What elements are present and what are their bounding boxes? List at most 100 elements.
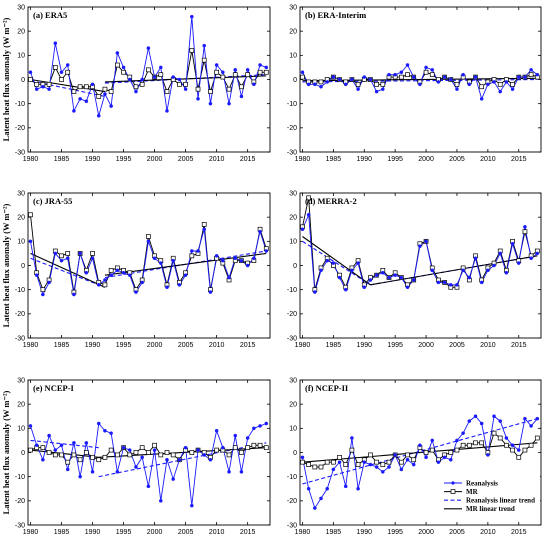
x-tick-label: 2015 xyxy=(511,529,527,536)
reanalysis-point xyxy=(486,82,490,87)
reanalysis-point xyxy=(516,448,521,452)
reanalysis-point xyxy=(252,426,256,431)
reanalysis-point xyxy=(258,229,262,234)
reanalysis-point xyxy=(53,448,58,452)
x-tick-label: 1980 xyxy=(295,342,311,349)
reanalysis-point xyxy=(399,70,404,75)
reanalysis-point xyxy=(350,77,354,82)
x-tick-label: 1985 xyxy=(326,156,342,163)
mr-point xyxy=(28,447,33,453)
y-tick-label: -30 xyxy=(287,335,297,342)
mr-point xyxy=(497,81,503,87)
reanalysis-point xyxy=(516,75,521,79)
reanalysis-point xyxy=(65,467,70,472)
reanalysis-point xyxy=(96,283,101,287)
reanalysis-point xyxy=(264,421,269,426)
mr-point xyxy=(108,447,114,453)
reanalysis-point xyxy=(165,285,169,290)
reanalysis-point xyxy=(467,419,472,423)
mr-point xyxy=(522,229,528,235)
y-tick-label: 20 xyxy=(17,402,25,409)
reanalysis-point xyxy=(245,68,250,72)
mr-point xyxy=(83,450,89,455)
reanalysis-point xyxy=(393,453,397,457)
reanalysis-point xyxy=(41,457,45,462)
mr-point xyxy=(214,447,219,453)
y-tick-label: 20 xyxy=(17,29,25,36)
mr-point xyxy=(77,84,83,90)
mr-point xyxy=(510,447,515,453)
reanalysis-point xyxy=(72,109,76,113)
reanalysis-trend-line xyxy=(30,439,99,449)
mr-point xyxy=(343,462,349,467)
mr-point xyxy=(239,84,244,90)
reanalysis-point xyxy=(510,241,515,246)
reanalysis-point xyxy=(264,65,269,70)
mr-point xyxy=(96,94,102,99)
mr-point xyxy=(466,442,472,448)
reanalysis-point xyxy=(214,63,219,67)
panel-title: (a) ERA5 xyxy=(33,10,67,20)
reanalysis-point xyxy=(28,424,33,428)
x-tick-label: 1985 xyxy=(326,342,342,349)
reanalysis-point xyxy=(34,273,39,277)
reanalysis-point xyxy=(529,68,533,72)
reanalysis-point xyxy=(134,290,138,294)
mr-point xyxy=(108,267,114,273)
reanalysis-point xyxy=(430,68,435,72)
legend-reanalysis-marker xyxy=(451,481,455,485)
reanalysis-point xyxy=(448,457,453,462)
reanalysis-point xyxy=(239,258,244,263)
mr-point xyxy=(59,452,64,458)
reanalysis-point xyxy=(418,443,422,448)
reanalysis-point xyxy=(41,84,45,89)
mr-point xyxy=(77,457,83,463)
panel-title: (f) NCEP-II xyxy=(305,383,349,393)
y-tick-label: 30 xyxy=(289,190,297,197)
reanalysis-point xyxy=(343,287,348,292)
reanalysis-point xyxy=(486,453,490,457)
panel-title: (b) ERA-Interim xyxy=(305,10,366,20)
mr-point xyxy=(479,84,485,90)
plot-frame xyxy=(299,192,542,339)
y-tick-label: 0 xyxy=(21,450,25,457)
reanalysis-point xyxy=(121,270,126,275)
mr-point xyxy=(497,435,503,441)
reanalysis-point xyxy=(393,273,397,277)
mr-point xyxy=(423,450,429,455)
reanalysis-point xyxy=(190,14,194,19)
reanalysis-point xyxy=(59,70,64,75)
reanalysis-point xyxy=(214,428,219,433)
reanalysis-point xyxy=(177,283,182,287)
reanalysis-point xyxy=(115,470,120,474)
reanalysis-point xyxy=(146,239,151,244)
y-tick-label: 30 xyxy=(17,4,25,11)
reanalysis-point xyxy=(516,261,521,265)
reanalysis-point xyxy=(214,254,219,258)
reanalysis-point xyxy=(325,258,329,263)
x-tick-label: 2005 xyxy=(178,156,194,163)
mr-point xyxy=(398,459,404,465)
x-tick-label: 1980 xyxy=(23,529,39,536)
mr-point xyxy=(355,462,361,467)
reanalysis-point xyxy=(196,249,200,253)
y-tick-label: -20 xyxy=(15,498,25,505)
reanalysis-point xyxy=(300,70,305,75)
y-tick-label: 10 xyxy=(17,426,25,433)
mr-point xyxy=(380,462,386,467)
reanalysis-point xyxy=(233,256,238,261)
reanalysis-point xyxy=(306,212,311,217)
reanalysis-point xyxy=(78,251,82,256)
reanalysis-point xyxy=(177,77,182,82)
reanalysis-point xyxy=(362,75,367,79)
x-tick-label: 2010 xyxy=(480,156,496,163)
reanalysis-point xyxy=(368,462,373,467)
reanalysis-point xyxy=(331,75,336,79)
reanalysis-series-line xyxy=(30,16,267,116)
reanalysis-point xyxy=(221,445,225,450)
mr-point xyxy=(374,81,379,87)
reanalysis-point xyxy=(171,258,175,263)
reanalysis-point xyxy=(202,227,207,232)
reanalysis-point xyxy=(510,87,515,91)
reanalysis-point xyxy=(374,465,379,469)
